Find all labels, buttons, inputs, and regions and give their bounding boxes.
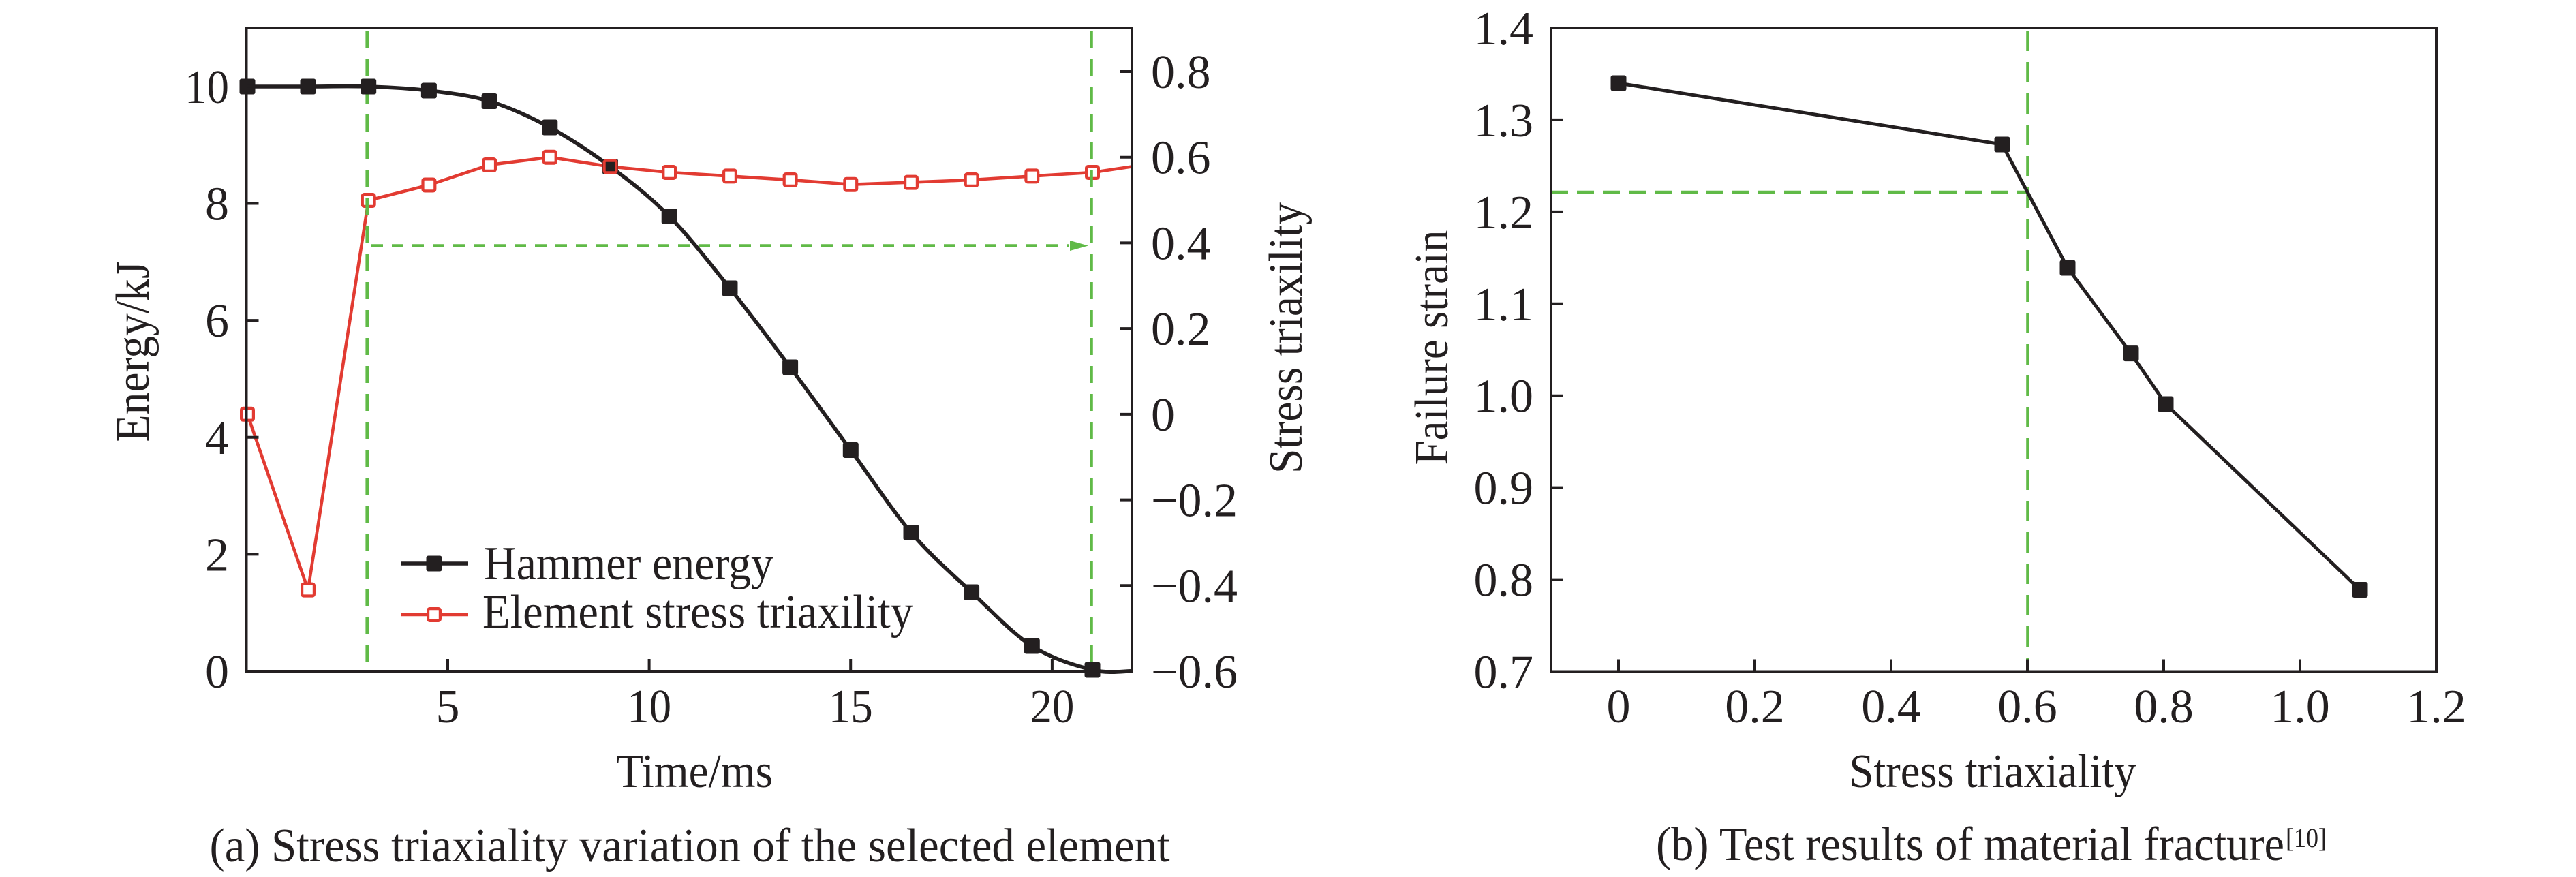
svg-text:4: 4 [205, 412, 229, 465]
svg-text:Time/ms: Time/ms [616, 745, 773, 798]
svg-text:0: 0 [1151, 389, 1175, 442]
svg-text:Hammer energy: Hammer energy [484, 538, 773, 590]
svg-text:6: 6 [205, 295, 229, 348]
svg-text:Failure strain: Failure strain [1406, 230, 1458, 465]
svg-text:0.8: 0.8 [1151, 46, 1211, 99]
svg-text:0.6: 0.6 [1997, 681, 2057, 733]
svg-text:Stress triaxiality: Stress triaxiality [1850, 745, 2136, 798]
svg-text:1.4: 1.4 [1474, 3, 1534, 55]
svg-text:0.2: 0.2 [1151, 303, 1211, 356]
svg-text:15: 15 [829, 681, 873, 733]
svg-text:1.2: 1.2 [2406, 681, 2466, 733]
svg-text:0.6: 0.6 [1151, 132, 1211, 185]
svg-text:[10]: [10] [2286, 822, 2327, 853]
svg-text:0.2: 0.2 [1725, 681, 1785, 733]
svg-text:1.1: 1.1 [1474, 279, 1534, 331]
svg-text:Energy/kJ: Energy/kJ [107, 262, 159, 442]
svg-text:(a) Stress triaxiality variati: (a) Stress triaxiality variation of the … [210, 820, 1171, 872]
svg-text:5: 5 [436, 681, 460, 733]
svg-text:0.9: 0.9 [1474, 463, 1534, 515]
svg-text:20: 20 [1030, 681, 1074, 733]
svg-text:1.2: 1.2 [1474, 187, 1534, 239]
svg-text:0.4: 0.4 [1861, 681, 1921, 733]
svg-text:−0.2: −0.2 [1151, 475, 1238, 527]
svg-text:Element stress triaxility: Element stress triaxility [482, 586, 913, 638]
svg-text:1.3: 1.3 [1474, 95, 1534, 147]
svg-text:−0.4: −0.4 [1151, 560, 1238, 613]
svg-text:0.8: 0.8 [2134, 681, 2194, 733]
svg-text:−0.6: −0.6 [1151, 646, 1238, 698]
svg-text:2: 2 [205, 529, 229, 581]
svg-text:10: 10 [185, 61, 229, 114]
svg-text:0: 0 [1607, 681, 1631, 733]
svg-text:0.7: 0.7 [1474, 647, 1534, 699]
svg-text:(b) Test results of material f: (b) Test results of material fracture [1656, 818, 2284, 871]
svg-text:0.8: 0.8 [1474, 555, 1534, 607]
svg-text:0.4: 0.4 [1151, 217, 1211, 270]
svg-text:Stress triaxility: Stress triaxility [1260, 202, 1313, 474]
svg-text:8: 8 [205, 179, 229, 231]
svg-text:1.0: 1.0 [1474, 371, 1534, 423]
svg-text:10: 10 [627, 681, 671, 733]
svg-text:0: 0 [205, 646, 229, 698]
svg-text:1.0: 1.0 [2270, 681, 2330, 733]
